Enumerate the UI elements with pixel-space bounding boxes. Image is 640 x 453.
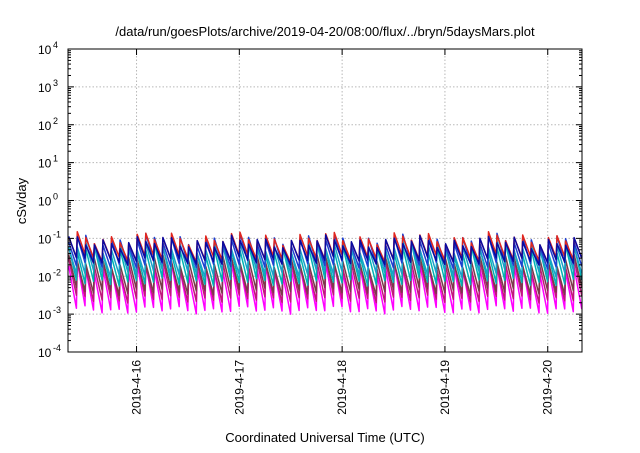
y-tick-exponent: 2	[53, 116, 58, 126]
y-tick-base: 10	[38, 232, 52, 246]
x-tick-label: 2019-4-18	[335, 360, 349, 415]
y-tick-exponent: 1	[53, 154, 58, 164]
y-tick-exponent: 3	[53, 78, 58, 88]
x-axis-label: Coordinated Universal Time (UTC)	[225, 430, 424, 445]
series-line-8	[67, 234, 583, 266]
y-tick-label: 10 -3	[38, 305, 61, 322]
y-tick-exponent: 4	[53, 40, 58, 50]
y-tick-label: 10 -1	[38, 229, 61, 246]
x-tick-label: 2019-4-19	[438, 360, 452, 415]
y-tick-base: 10	[38, 346, 52, 360]
y-tick-base: 10	[38, 195, 52, 209]
y-tick-exponent: -3	[53, 305, 61, 315]
y-tick-exponent: -1	[53, 229, 61, 239]
chart-title: /data/run/goesPlots/archive/2019-04-20/0…	[115, 24, 535, 39]
y-tick-label: 10 -4	[38, 343, 61, 360]
y-tick-exponent: -4	[53, 343, 61, 353]
y-tick-label: 10 3	[38, 78, 58, 95]
y-tick-base: 10	[38, 119, 52, 133]
y-tick-label: 10 2	[38, 116, 58, 133]
y-tick-base: 10	[38, 43, 52, 57]
x-tick-label: 2019-4-17	[232, 360, 246, 415]
y-tick-label: 10 0	[38, 192, 58, 209]
y-tick-base: 10	[38, 81, 52, 95]
y-tick-base: 10	[38, 308, 52, 322]
y-tick-base: 10	[38, 157, 52, 171]
y-tick-label: 10 -2	[38, 267, 61, 284]
x-tick-label: 2019-4-20	[541, 360, 555, 415]
series-group	[67, 230, 583, 315]
y-tick-exponent: 0	[53, 192, 58, 202]
y-tick-base: 10	[38, 270, 52, 284]
x-tick-labels: 2019-4-16 2019-4-17 2019-4-18 2019-4-19 2019…	[130, 360, 555, 415]
x-tick-label: 2019-4-16	[130, 360, 144, 415]
y-tick-label: 10 4	[38, 40, 58, 57]
y-tick-exponent: -2	[53, 267, 61, 277]
y-tick-label: 10 1	[38, 154, 58, 171]
ticks	[68, 48, 582, 353]
y-axis-label: cSv/day	[14, 177, 29, 224]
